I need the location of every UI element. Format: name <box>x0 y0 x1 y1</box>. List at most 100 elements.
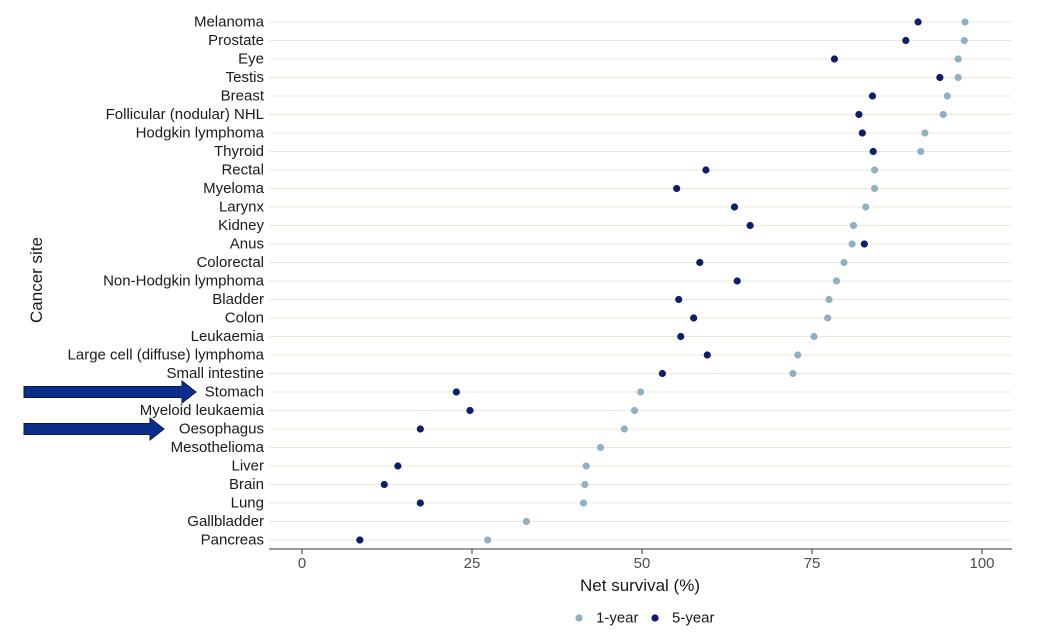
point-5-year-small-intestine <box>658 369 667 378</box>
point-1-year-myeloid-leukaemia <box>630 406 639 415</box>
point-1-year-stomach <box>637 388 645 396</box>
category-label-bladder: Bladder <box>212 291 264 308</box>
point-5-year-lung <box>416 499 424 507</box>
category-label-stomach: Stomach <box>205 384 264 401</box>
point-1-year-large-cell-diffuse-lymphoma <box>794 351 802 359</box>
category-label-lung: Lung <box>231 495 264 512</box>
point-1-year-rectal <box>870 166 879 174</box>
point-1-year-small-intestine <box>789 369 797 378</box>
point-1-year-anus <box>848 240 856 248</box>
category-label-prostate: Prostate <box>208 32 264 49</box>
series-5-year-points <box>356 18 944 544</box>
category-label-large-cell-diffuse-lymphoma: Large cell (diffuse) lymphoma <box>68 347 265 364</box>
series-1-year-points <box>484 18 969 544</box>
point-5-year-hodgkin-lymphoma <box>858 129 866 137</box>
x-axis-ticks: 0 25 50 75 100 <box>298 549 995 572</box>
point-5-year-testis <box>936 73 944 82</box>
point-5-year-breast <box>868 92 877 100</box>
category-label-brain: Brain <box>229 476 264 493</box>
category-label-gallbladder: Gallbladder <box>187 513 264 530</box>
x-tick-label-75: 75 <box>804 555 821 572</box>
category-label-eye: Eye <box>238 51 264 68</box>
legend-key-1-year <box>575 614 583 622</box>
arrow-oesophagus <box>23 416 165 442</box>
category-label-rectal: Rectal <box>221 162 264 179</box>
point-1-year-breast <box>943 92 951 100</box>
category-label-anus: Anus <box>230 236 264 253</box>
point-1-year-liver <box>582 462 590 470</box>
point-1-year-hodgkin-lymphoma <box>921 129 929 137</box>
point-5-year-non-hodgkin-lymphoma <box>733 277 741 285</box>
point-1-year-colorectal <box>840 258 848 267</box>
x-tick-label-25: 25 <box>464 555 481 572</box>
point-1-year-larynx <box>862 203 870 211</box>
point-1-year-melanoma <box>961 18 969 26</box>
point-5-year-eye <box>830 55 839 63</box>
category-label-thyroid: Thyroid <box>214 143 264 160</box>
point-5-year-kidney <box>746 221 754 230</box>
gridlines <box>269 21 1012 541</box>
point-5-year-larynx <box>730 203 739 211</box>
category-label-hodgkin-lymphoma: Hodgkin lymphoma <box>136 125 265 142</box>
category-label-liver: Liver <box>231 458 264 475</box>
point-5-year-large-cell-diffuse-lymphoma <box>703 351 711 359</box>
x-tick-label-50: 50 <box>634 555 651 572</box>
point-1-year-oesophagus <box>620 425 628 433</box>
annotation-arrows <box>23 379 197 442</box>
category-label-follicular-nodular-nhl: Follicular (nodular) NHL <box>106 106 264 123</box>
legend-label-1-year: 1-year <box>596 610 639 627</box>
point-5-year-colorectal <box>696 258 704 267</box>
point-5-year-leukaemia <box>677 332 685 341</box>
arrow-stomach <box>23 379 197 405</box>
category-label-myeloid-leukaemia: Myeloid leukaemia <box>140 402 265 419</box>
point-5-year-oesophagus <box>416 425 424 433</box>
point-1-year-gallbladder <box>522 517 531 526</box>
point-5-year-anus <box>860 240 868 248</box>
point-5-year-prostate <box>902 36 910 45</box>
point-5-year-colon <box>690 314 698 322</box>
category-label-testis: Testis <box>226 69 264 86</box>
point-5-year-myeloid-leukaemia <box>466 406 474 415</box>
y-axis-title: Cancer site <box>27 237 46 323</box>
point-1-year-kidney <box>849 221 858 230</box>
category-label-colorectal: Colorectal <box>196 254 264 271</box>
x-tick-label-0: 0 <box>298 555 306 572</box>
category-label-oesophagus: Oesophagus <box>179 421 264 438</box>
x-axis-title: Net survival (%) <box>580 576 700 595</box>
point-1-year-bladder <box>825 295 833 304</box>
category-label-breast: Breast <box>221 88 265 105</box>
point-1-year-non-hodgkin-lymphoma <box>832 277 841 285</box>
point-1-year-prostate <box>960 36 968 45</box>
point-1-year-follicular-nodular-nhl <box>939 110 947 119</box>
point-5-year-liver <box>394 462 402 470</box>
point-5-year-brain <box>380 480 388 489</box>
point-1-year-colon <box>824 314 832 322</box>
point-5-year-bladder <box>675 295 683 304</box>
category-label-non-hodgkin-lymphoma: Non-Hodgkin lymphoma <box>103 273 265 290</box>
category-label-leukaemia: Leukaemia <box>191 328 265 345</box>
point-1-year-myeloma <box>870 184 879 193</box>
category-label-myeloma: Myeloma <box>203 180 265 197</box>
point-5-year-pancreas <box>356 536 364 544</box>
point-1-year-eye <box>954 55 962 63</box>
category-label-small-intestine: Small intestine <box>166 365 264 382</box>
point-5-year-rectal <box>702 166 710 174</box>
point-5-year-stomach <box>452 388 460 396</box>
point-1-year-pancreas <box>484 536 492 544</box>
category-label-kidney: Kidney <box>218 217 264 234</box>
point-5-year-myeloma <box>673 184 681 193</box>
point-1-year-testis <box>954 73 962 82</box>
category-label-mesothelioma: Mesothelioma <box>171 439 265 456</box>
category-label-colon: Colon <box>225 310 264 327</box>
x-tick-label-100: 100 <box>969 555 994 572</box>
legend-label-5-year: 5-year <box>672 610 715 627</box>
category-label-melanoma: Melanoma <box>194 14 265 31</box>
point-5-year-melanoma <box>914 18 922 26</box>
legend-key-5-year <box>651 614 659 622</box>
legend: 1-year 5-year <box>575 610 715 627</box>
category-label-larynx: Larynx <box>219 199 265 216</box>
point-5-year-follicular-nodular-nhl <box>855 110 863 119</box>
point-1-year-brain <box>581 480 589 489</box>
